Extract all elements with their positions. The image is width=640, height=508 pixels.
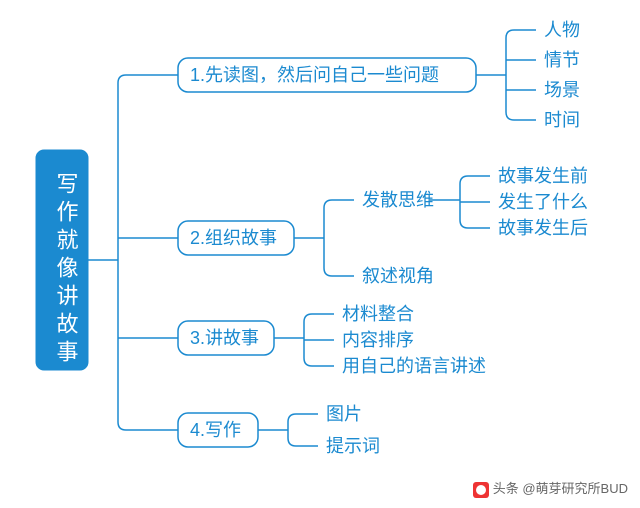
leaf: 情节 (544, 50, 580, 70)
watermark-author: @萌芽研究所BUD (522, 481, 628, 496)
mindmap: 写作就像讲故事 1.先读图，然后问自己一些问题 人物情节场景时间 2.组织故事 发散思维… (0, 0, 640, 508)
watermark-prefix: 头条 (493, 481, 519, 496)
leaf: 时间 (544, 110, 580, 130)
leaf: 发生了什么 (498, 192, 588, 212)
leaf: 故事发生前 (498, 166, 588, 186)
leaf: 内容排序 (342, 330, 414, 350)
watermark: 头条 @萌芽研究所BUD (473, 478, 628, 498)
subnode: 叙述视角 (362, 266, 434, 286)
leaf: 人物 (544, 20, 580, 40)
leaf: 提示词 (326, 436, 380, 456)
branch-label-b4: 4.写作 (190, 420, 241, 440)
branch-label-b2: 2.组织故事 (190, 228, 277, 248)
branch-label-b1: 1.先读图，然后问自己一些问题 (190, 65, 439, 85)
leaf: 图片 (326, 404, 362, 424)
leaf: 用自己的语言讲述 (342, 356, 486, 376)
leaf: 场景 (544, 80, 580, 100)
leaf: 故事发生后 (498, 218, 588, 238)
leaf: 材料整合 (342, 304, 414, 324)
toutiao-icon (473, 482, 489, 498)
root-label: 写作就像讲故事 (54, 172, 79, 368)
subnode: 发散思维 (362, 190, 434, 210)
branch-label-b3: 3.讲故事 (190, 328, 259, 348)
